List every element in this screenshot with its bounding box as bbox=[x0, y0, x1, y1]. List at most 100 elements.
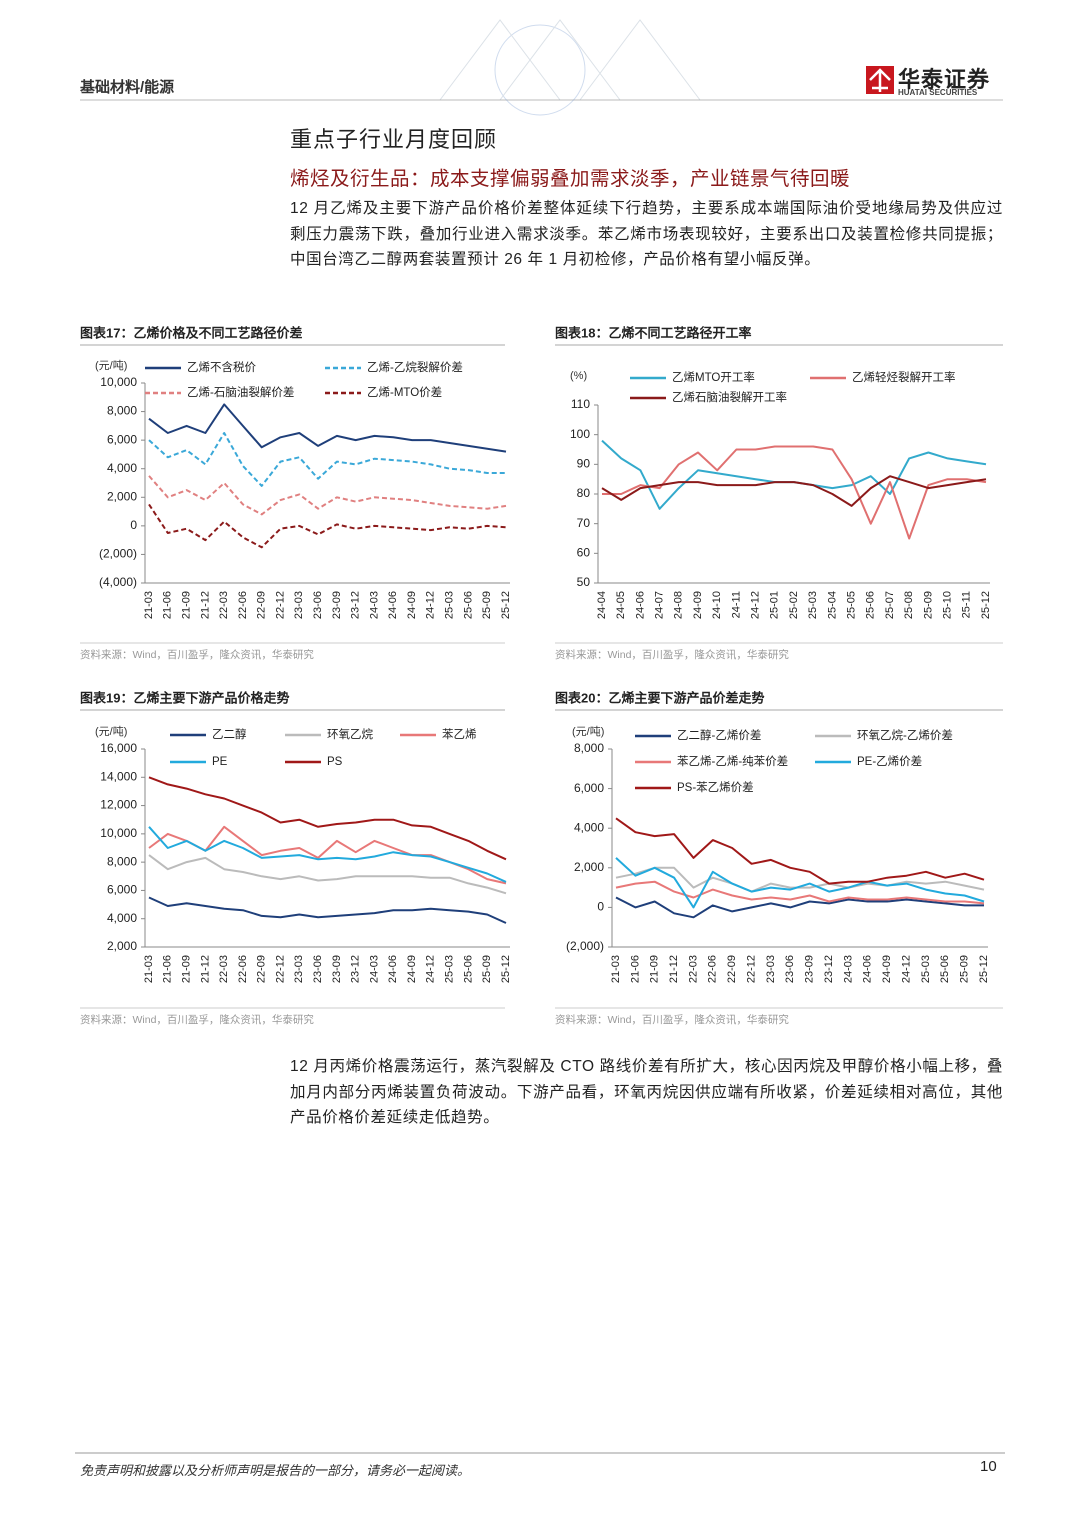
legend-label: 乙烯MTO开工率 bbox=[672, 370, 755, 384]
chart-title: 图表17：乙烯价格及不同工艺路径价差 bbox=[80, 325, 302, 340]
y-tick-label: 2,000 bbox=[107, 939, 137, 953]
x-tick-label: 24-12 bbox=[425, 955, 437, 983]
x-tick-label: 24-03 bbox=[842, 955, 854, 983]
y-tick-label: 16,000 bbox=[100, 741, 137, 755]
series-line bbox=[148, 432, 506, 487]
source-note: 资料来源：Wind，百川盈孚，隆众资讯，华泰研究 bbox=[80, 1013, 314, 1026]
series-line bbox=[148, 475, 507, 516]
series-line bbox=[615, 896, 984, 919]
x-tick-label: 25-06 bbox=[462, 955, 474, 983]
y-tick-label: 4,000 bbox=[107, 461, 137, 475]
x-tick-label: 21-06 bbox=[629, 955, 641, 983]
x-tick-label: 24-06 bbox=[387, 591, 399, 619]
x-tick-label: 22-06 bbox=[237, 955, 249, 983]
y-tick-label: 0 bbox=[597, 900, 604, 914]
x-tick-label: 25-09 bbox=[481, 591, 493, 619]
y-tick-label: 6,000 bbox=[107, 432, 137, 446]
x-tick-label: 24-12 bbox=[425, 591, 437, 619]
y-tick-label: 8,000 bbox=[107, 854, 137, 868]
chart-title: 图表20：乙烯主要下游产品价差走势 bbox=[555, 690, 764, 705]
x-tick-label: 23-12 bbox=[350, 955, 362, 983]
x-tick-label: 23-03 bbox=[765, 955, 777, 983]
y-tick-label: 12,000 bbox=[100, 798, 137, 812]
series-line bbox=[615, 880, 985, 905]
x-tick-label: 25-06 bbox=[462, 591, 474, 619]
source-note: 资料来源：Wind，百川盈孚，隆众资讯，华泰研究 bbox=[80, 648, 314, 661]
legend-label: PE-乙烯价差 bbox=[857, 754, 922, 768]
source-note: 资料来源：Wind，百川盈孚，隆众资讯，华泰研究 bbox=[555, 1013, 789, 1026]
x-tick-label: 25-09 bbox=[922, 591, 934, 619]
x-tick-label: 24-09 bbox=[406, 591, 418, 619]
x-tick-label: 25-04 bbox=[826, 591, 838, 619]
y-tick-label: (2,000) bbox=[99, 547, 137, 561]
series-line bbox=[148, 403, 507, 453]
x-tick-label: 21-06 bbox=[162, 955, 174, 983]
y-tick-label: 10,000 bbox=[100, 375, 137, 389]
page-title: 重点子行业月度回顾 bbox=[290, 127, 498, 152]
legend-label: PS bbox=[327, 756, 343, 768]
x-tick-label: 23-12 bbox=[823, 955, 835, 983]
x-tick-label: 22-03 bbox=[218, 955, 230, 983]
x-tick-label: 23-09 bbox=[331, 591, 343, 619]
series-line bbox=[148, 776, 507, 861]
series-line bbox=[615, 817, 985, 885]
x-tick-label: 25-01 bbox=[769, 591, 781, 619]
series-line bbox=[148, 854, 507, 895]
legend-label: 乙烯不含税价 bbox=[187, 360, 256, 374]
legend-label: 乙烯-乙烷裂解价差 bbox=[367, 360, 463, 374]
x-tick-label: 22-12 bbox=[274, 591, 286, 619]
y-tick-label: 4,000 bbox=[574, 820, 604, 834]
x-tick-label: 25-12 bbox=[980, 591, 992, 619]
x-tick-label: 24-12 bbox=[750, 591, 762, 619]
legend-label: 苯乙烯-乙烯-纯苯价差 bbox=[677, 754, 788, 768]
x-tick-label: 21-09 bbox=[649, 955, 661, 983]
series-line bbox=[148, 826, 507, 883]
x-tick-label: 24-03 bbox=[368, 591, 380, 619]
y-tick-label: (2,000) bbox=[566, 939, 604, 953]
y-tick-label: (4,000) bbox=[99, 575, 137, 589]
logo-text: 华泰证券 bbox=[898, 67, 991, 92]
x-tick-label: 23-06 bbox=[312, 591, 324, 619]
legend-label: 乙二醇 bbox=[212, 727, 247, 741]
paragraph: 12 月丙烯价格震荡运行，蒸汽裂解及 CTO 路线价差有所扩大，核心因丙烷及甲醇… bbox=[290, 1058, 1003, 1126]
y-tick-label: 0 bbox=[130, 518, 137, 532]
y-tick-label: 110 bbox=[571, 397, 590, 411]
legend-label: 乙烯-石脑油裂解价差 bbox=[187, 385, 294, 399]
series-line bbox=[148, 503, 507, 549]
x-tick-label: 23-06 bbox=[312, 955, 324, 983]
header-decoration bbox=[439, 19, 701, 116]
x-tick-label: 25-05 bbox=[846, 591, 858, 619]
legend-label: 环氧乙烷-乙烯价差 bbox=[857, 728, 953, 742]
legend-label: 乙烯轻烃裂解开工率 bbox=[852, 370, 956, 384]
disclaimer: 免责声明和披露以及分析师声明是报告的一部分，请务必一起阅读。 bbox=[80, 1463, 471, 1478]
y-unit: (元/吨) bbox=[95, 359, 127, 372]
y-tick-label: 100 bbox=[570, 427, 590, 441]
legend-label: 环氧乙烷 bbox=[327, 727, 373, 741]
x-tick-label: 25-03 bbox=[920, 955, 932, 983]
chart-title: 图表19：乙烯主要下游产品价格走势 bbox=[80, 690, 289, 705]
x-tick-label: 25-12 bbox=[500, 591, 512, 619]
series-line bbox=[615, 866, 985, 893]
x-tick-label: 23-03 bbox=[293, 591, 305, 619]
y-unit: (元/吨) bbox=[95, 725, 127, 738]
y-tick-label: 14,000 bbox=[100, 769, 137, 783]
x-tick-label: 24-11 bbox=[730, 591, 742, 618]
x-tick-label: 22-03 bbox=[218, 591, 230, 619]
x-tick-label: 23-09 bbox=[331, 955, 343, 983]
legend-label: PE bbox=[212, 756, 228, 768]
x-tick-label: 25-08 bbox=[903, 591, 915, 619]
y-tick-label: 8,000 bbox=[107, 404, 137, 418]
x-tick-label: 21-12 bbox=[668, 955, 680, 983]
x-tick-label: 24-06 bbox=[387, 955, 399, 983]
x-tick-label: 24-08 bbox=[673, 591, 685, 619]
x-tick-label: 21-03 bbox=[143, 591, 155, 619]
x-tick-label: 24-03 bbox=[368, 955, 380, 983]
x-tick-label: 24-09 bbox=[692, 591, 704, 619]
x-tick-label: 22-09 bbox=[726, 955, 738, 983]
x-tick-label: 22-06 bbox=[237, 591, 249, 619]
x-tick-label: 25-12 bbox=[978, 955, 990, 983]
x-tick-label: 23-06 bbox=[784, 955, 796, 983]
x-tick-label: 22-06 bbox=[707, 955, 719, 983]
